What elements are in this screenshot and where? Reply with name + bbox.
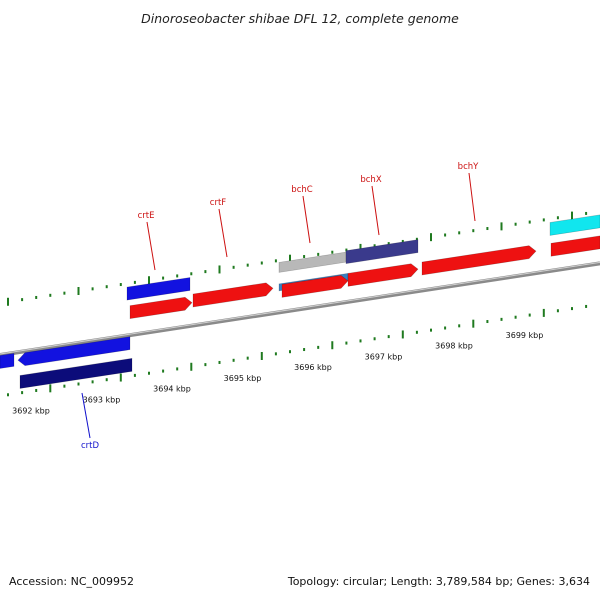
genome-title: Dinoroseobacter shibae DFL 12, complete …	[141, 11, 459, 26]
lower-scale-ticks	[7, 304, 588, 397]
tick-label: 3692 kbp	[12, 406, 50, 415]
gene-labels: crtE crtF bchC bchX bchY crtD	[81, 162, 479, 451]
gene-label-bchX[interactable]: bchX	[360, 175, 381, 185]
gene-cyan-feature[interactable]	[549, 214, 600, 236]
gene-label-crtD[interactable]: crtD	[81, 441, 100, 451]
topology-info: Topology: circular; Length: 3,789,584 bp…	[287, 575, 590, 588]
backbone-line	[0, 261, 600, 357]
tick-label: 3697 kbp	[365, 352, 403, 361]
label-leader-crtE	[146, 221, 156, 271]
backbone-highlight	[0, 261, 600, 355]
tick-label: 3696 kbp	[294, 363, 332, 372]
gene-label-bchC[interactable]: bchC	[291, 185, 312, 195]
tick-label: 3699 kbp	[506, 331, 544, 340]
gene-bchC[interactable]	[281, 275, 349, 298]
gene-features[interactable]	[0, 214, 600, 389]
gene-blue-lower[interactable]	[17, 336, 131, 366]
gene-crtD[interactable]	[19, 357, 133, 389]
label-leader-crtF	[218, 208, 228, 258]
gene-label-crtF[interactable]: crtF	[210, 198, 227, 208]
upper-scale-ticks	[7, 211, 588, 306]
gene-crtF[interactable]	[192, 282, 274, 308]
label-leader-bchX	[371, 185, 380, 236]
gene-crtE[interactable]	[126, 277, 191, 301]
tick-label: 3694 kbp	[153, 385, 191, 394]
gene-bchY[interactable]	[421, 245, 537, 276]
gene-red-right[interactable]	[550, 235, 600, 257]
accession-label: Accession: NC_009952	[9, 575, 134, 588]
gene-bchX[interactable]	[347, 263, 419, 287]
label-leader-bchC	[302, 195, 311, 244]
gene-label-crtE[interactable]: crtE	[138, 211, 155, 221]
gene-label-bchY[interactable]: bchY	[458, 162, 479, 172]
scale-tick-labels: 3692 kbp 3693 kbp 3694 kbp 3695 kbp 3696 kbp…	[12, 331, 543, 415]
label-leader-crtD	[81, 392, 91, 439]
tick-label: 3695 kbp	[224, 374, 262, 383]
gene-bchX-outer[interactable]	[345, 239, 419, 264]
tick-label: 3693 kbp	[83, 395, 121, 404]
gene-red-1[interactable]	[129, 296, 193, 319]
tick-label: 3698 kbp	[435, 342, 473, 351]
label-leader-bchY	[468, 172, 476, 222]
gene-blue-edge[interactable]	[0, 353, 15, 369]
genome-backbone	[0, 261, 600, 357]
